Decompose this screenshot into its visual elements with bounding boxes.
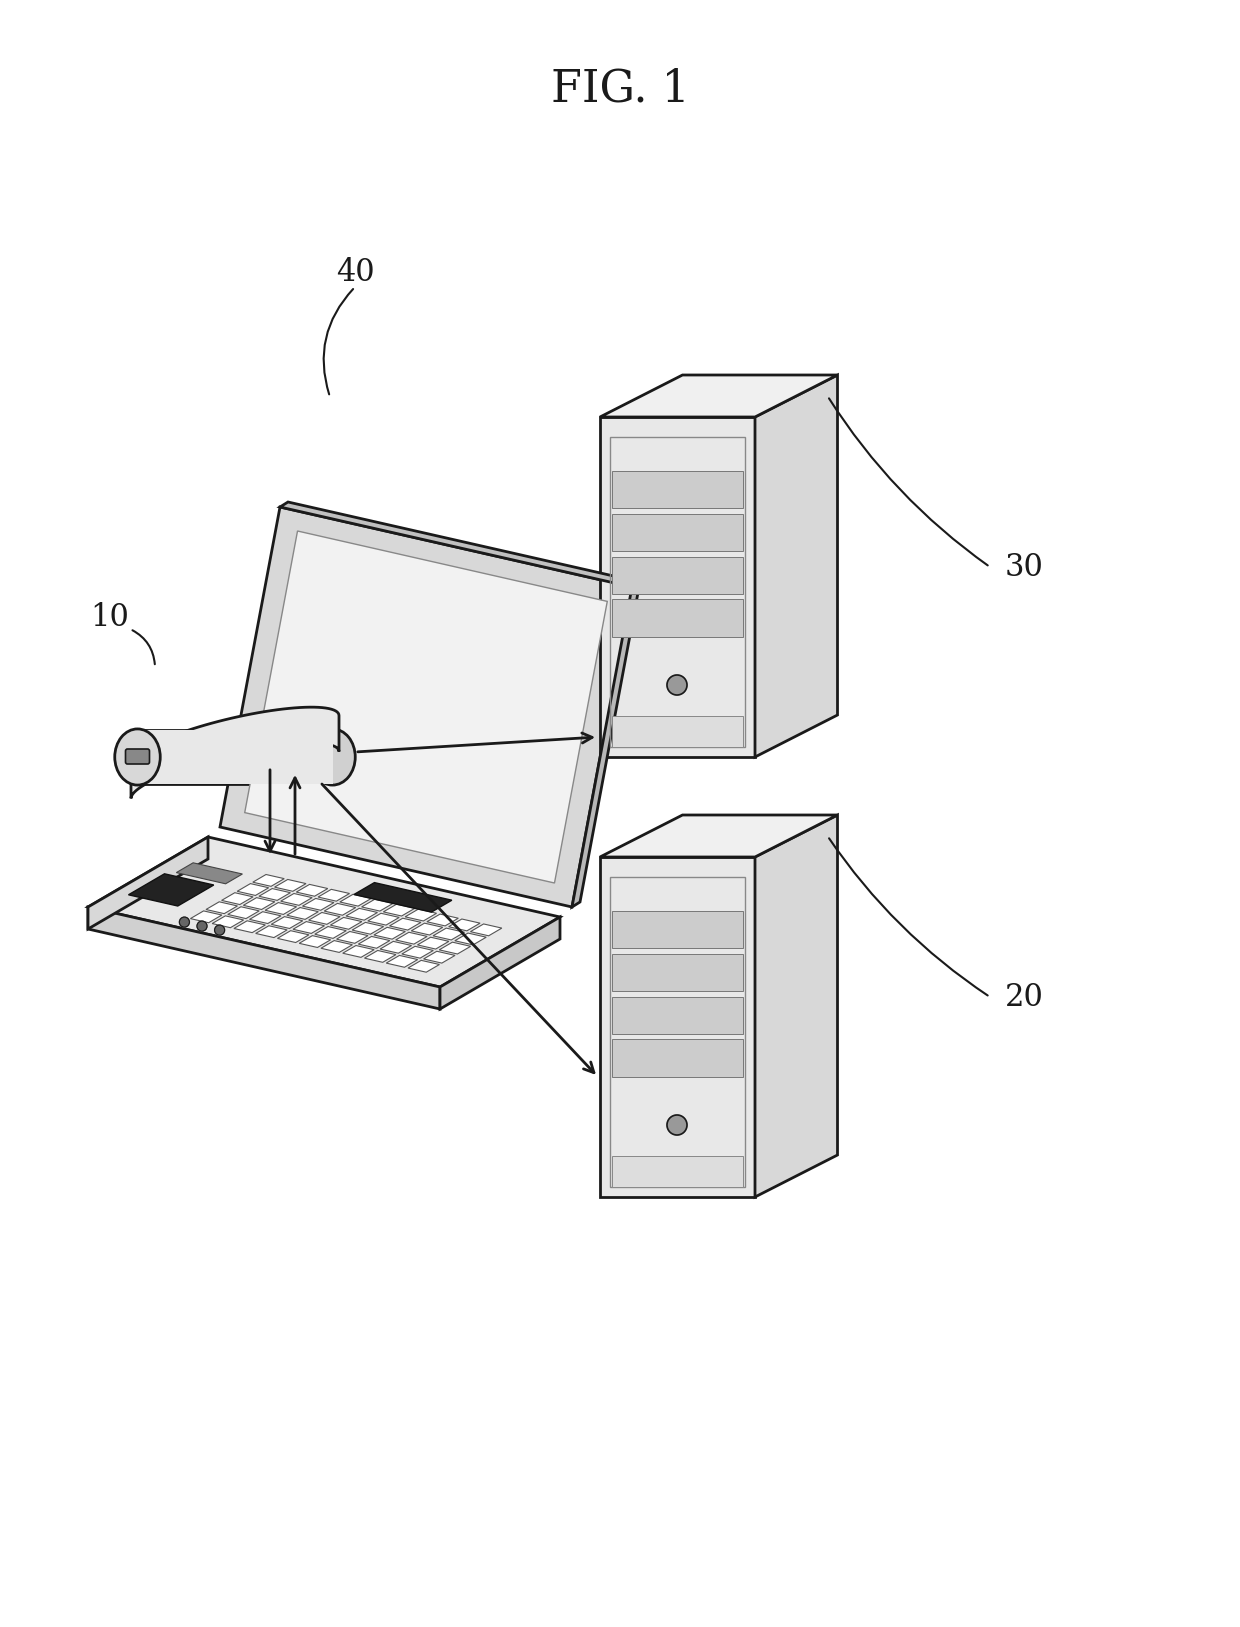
Polygon shape bbox=[319, 890, 350, 901]
Polygon shape bbox=[353, 882, 451, 913]
Polygon shape bbox=[396, 932, 427, 944]
Polygon shape bbox=[191, 911, 222, 923]
Polygon shape bbox=[212, 916, 243, 927]
Text: 20: 20 bbox=[1004, 981, 1044, 1012]
Polygon shape bbox=[424, 952, 455, 963]
Ellipse shape bbox=[115, 729, 160, 786]
Polygon shape bbox=[278, 931, 309, 942]
Polygon shape bbox=[315, 926, 346, 939]
Polygon shape bbox=[286, 908, 319, 919]
Polygon shape bbox=[455, 932, 486, 945]
Polygon shape bbox=[272, 916, 303, 929]
Polygon shape bbox=[600, 815, 837, 857]
Polygon shape bbox=[383, 905, 415, 916]
Polygon shape bbox=[253, 874, 284, 887]
Polygon shape bbox=[88, 906, 440, 1009]
Polygon shape bbox=[244, 530, 608, 883]
Polygon shape bbox=[600, 417, 755, 757]
FancyBboxPatch shape bbox=[125, 748, 150, 765]
Polygon shape bbox=[613, 556, 743, 594]
Polygon shape bbox=[449, 919, 480, 931]
Polygon shape bbox=[324, 903, 356, 916]
Polygon shape bbox=[255, 926, 288, 937]
Polygon shape bbox=[280, 503, 640, 587]
Polygon shape bbox=[346, 908, 377, 921]
Polygon shape bbox=[358, 937, 389, 949]
Polygon shape bbox=[755, 815, 837, 1197]
Polygon shape bbox=[368, 913, 399, 926]
Text: 10: 10 bbox=[91, 602, 129, 633]
Text: FIG. 1: FIG. 1 bbox=[551, 67, 689, 111]
Polygon shape bbox=[330, 918, 362, 929]
Polygon shape bbox=[439, 942, 471, 953]
Polygon shape bbox=[293, 921, 325, 934]
Polygon shape bbox=[613, 1157, 743, 1188]
Polygon shape bbox=[237, 883, 269, 895]
Polygon shape bbox=[299, 936, 331, 947]
Circle shape bbox=[180, 918, 190, 927]
Polygon shape bbox=[206, 901, 237, 914]
Polygon shape bbox=[418, 937, 449, 949]
Polygon shape bbox=[274, 880, 306, 892]
Circle shape bbox=[197, 921, 207, 931]
Polygon shape bbox=[613, 470, 743, 508]
Polygon shape bbox=[88, 836, 560, 988]
Polygon shape bbox=[440, 918, 560, 1009]
Polygon shape bbox=[613, 911, 743, 949]
Polygon shape bbox=[427, 914, 459, 926]
Ellipse shape bbox=[310, 729, 355, 786]
Polygon shape bbox=[412, 923, 443, 936]
Polygon shape bbox=[613, 716, 743, 747]
Polygon shape bbox=[309, 913, 340, 924]
Polygon shape bbox=[303, 898, 334, 909]
Polygon shape bbox=[259, 888, 290, 900]
Polygon shape bbox=[613, 514, 743, 552]
Polygon shape bbox=[613, 953, 743, 991]
Polygon shape bbox=[280, 893, 312, 905]
Polygon shape bbox=[129, 874, 213, 906]
Polygon shape bbox=[600, 374, 837, 417]
Polygon shape bbox=[374, 927, 405, 939]
Polygon shape bbox=[470, 924, 502, 936]
Polygon shape bbox=[243, 898, 275, 909]
Circle shape bbox=[667, 675, 687, 695]
Text: 30: 30 bbox=[1004, 552, 1044, 582]
Text: 40: 40 bbox=[336, 257, 374, 288]
Polygon shape bbox=[176, 862, 242, 883]
Polygon shape bbox=[613, 1040, 743, 1077]
Polygon shape bbox=[405, 909, 436, 921]
Polygon shape bbox=[249, 911, 281, 924]
Polygon shape bbox=[572, 582, 640, 906]
Polygon shape bbox=[321, 940, 352, 952]
Polygon shape bbox=[402, 947, 433, 958]
Polygon shape bbox=[613, 996, 743, 1033]
Circle shape bbox=[215, 926, 224, 936]
Polygon shape bbox=[365, 950, 396, 962]
Polygon shape bbox=[228, 906, 259, 919]
Polygon shape bbox=[433, 927, 465, 940]
Polygon shape bbox=[131, 708, 339, 799]
Polygon shape bbox=[296, 885, 327, 896]
Polygon shape bbox=[88, 836, 208, 929]
Polygon shape bbox=[381, 942, 412, 953]
Polygon shape bbox=[342, 945, 374, 957]
Polygon shape bbox=[408, 960, 439, 973]
Polygon shape bbox=[265, 903, 296, 914]
Polygon shape bbox=[222, 893, 253, 905]
Polygon shape bbox=[755, 374, 837, 757]
Polygon shape bbox=[340, 895, 371, 906]
Polygon shape bbox=[386, 955, 418, 968]
Polygon shape bbox=[613, 599, 743, 636]
Circle shape bbox=[667, 1114, 687, 1136]
Polygon shape bbox=[352, 923, 383, 934]
Polygon shape bbox=[138, 729, 332, 784]
Polygon shape bbox=[389, 918, 420, 931]
Polygon shape bbox=[234, 921, 265, 932]
Polygon shape bbox=[219, 508, 632, 906]
Polygon shape bbox=[362, 900, 393, 911]
Polygon shape bbox=[600, 857, 755, 1197]
Polygon shape bbox=[336, 932, 368, 944]
